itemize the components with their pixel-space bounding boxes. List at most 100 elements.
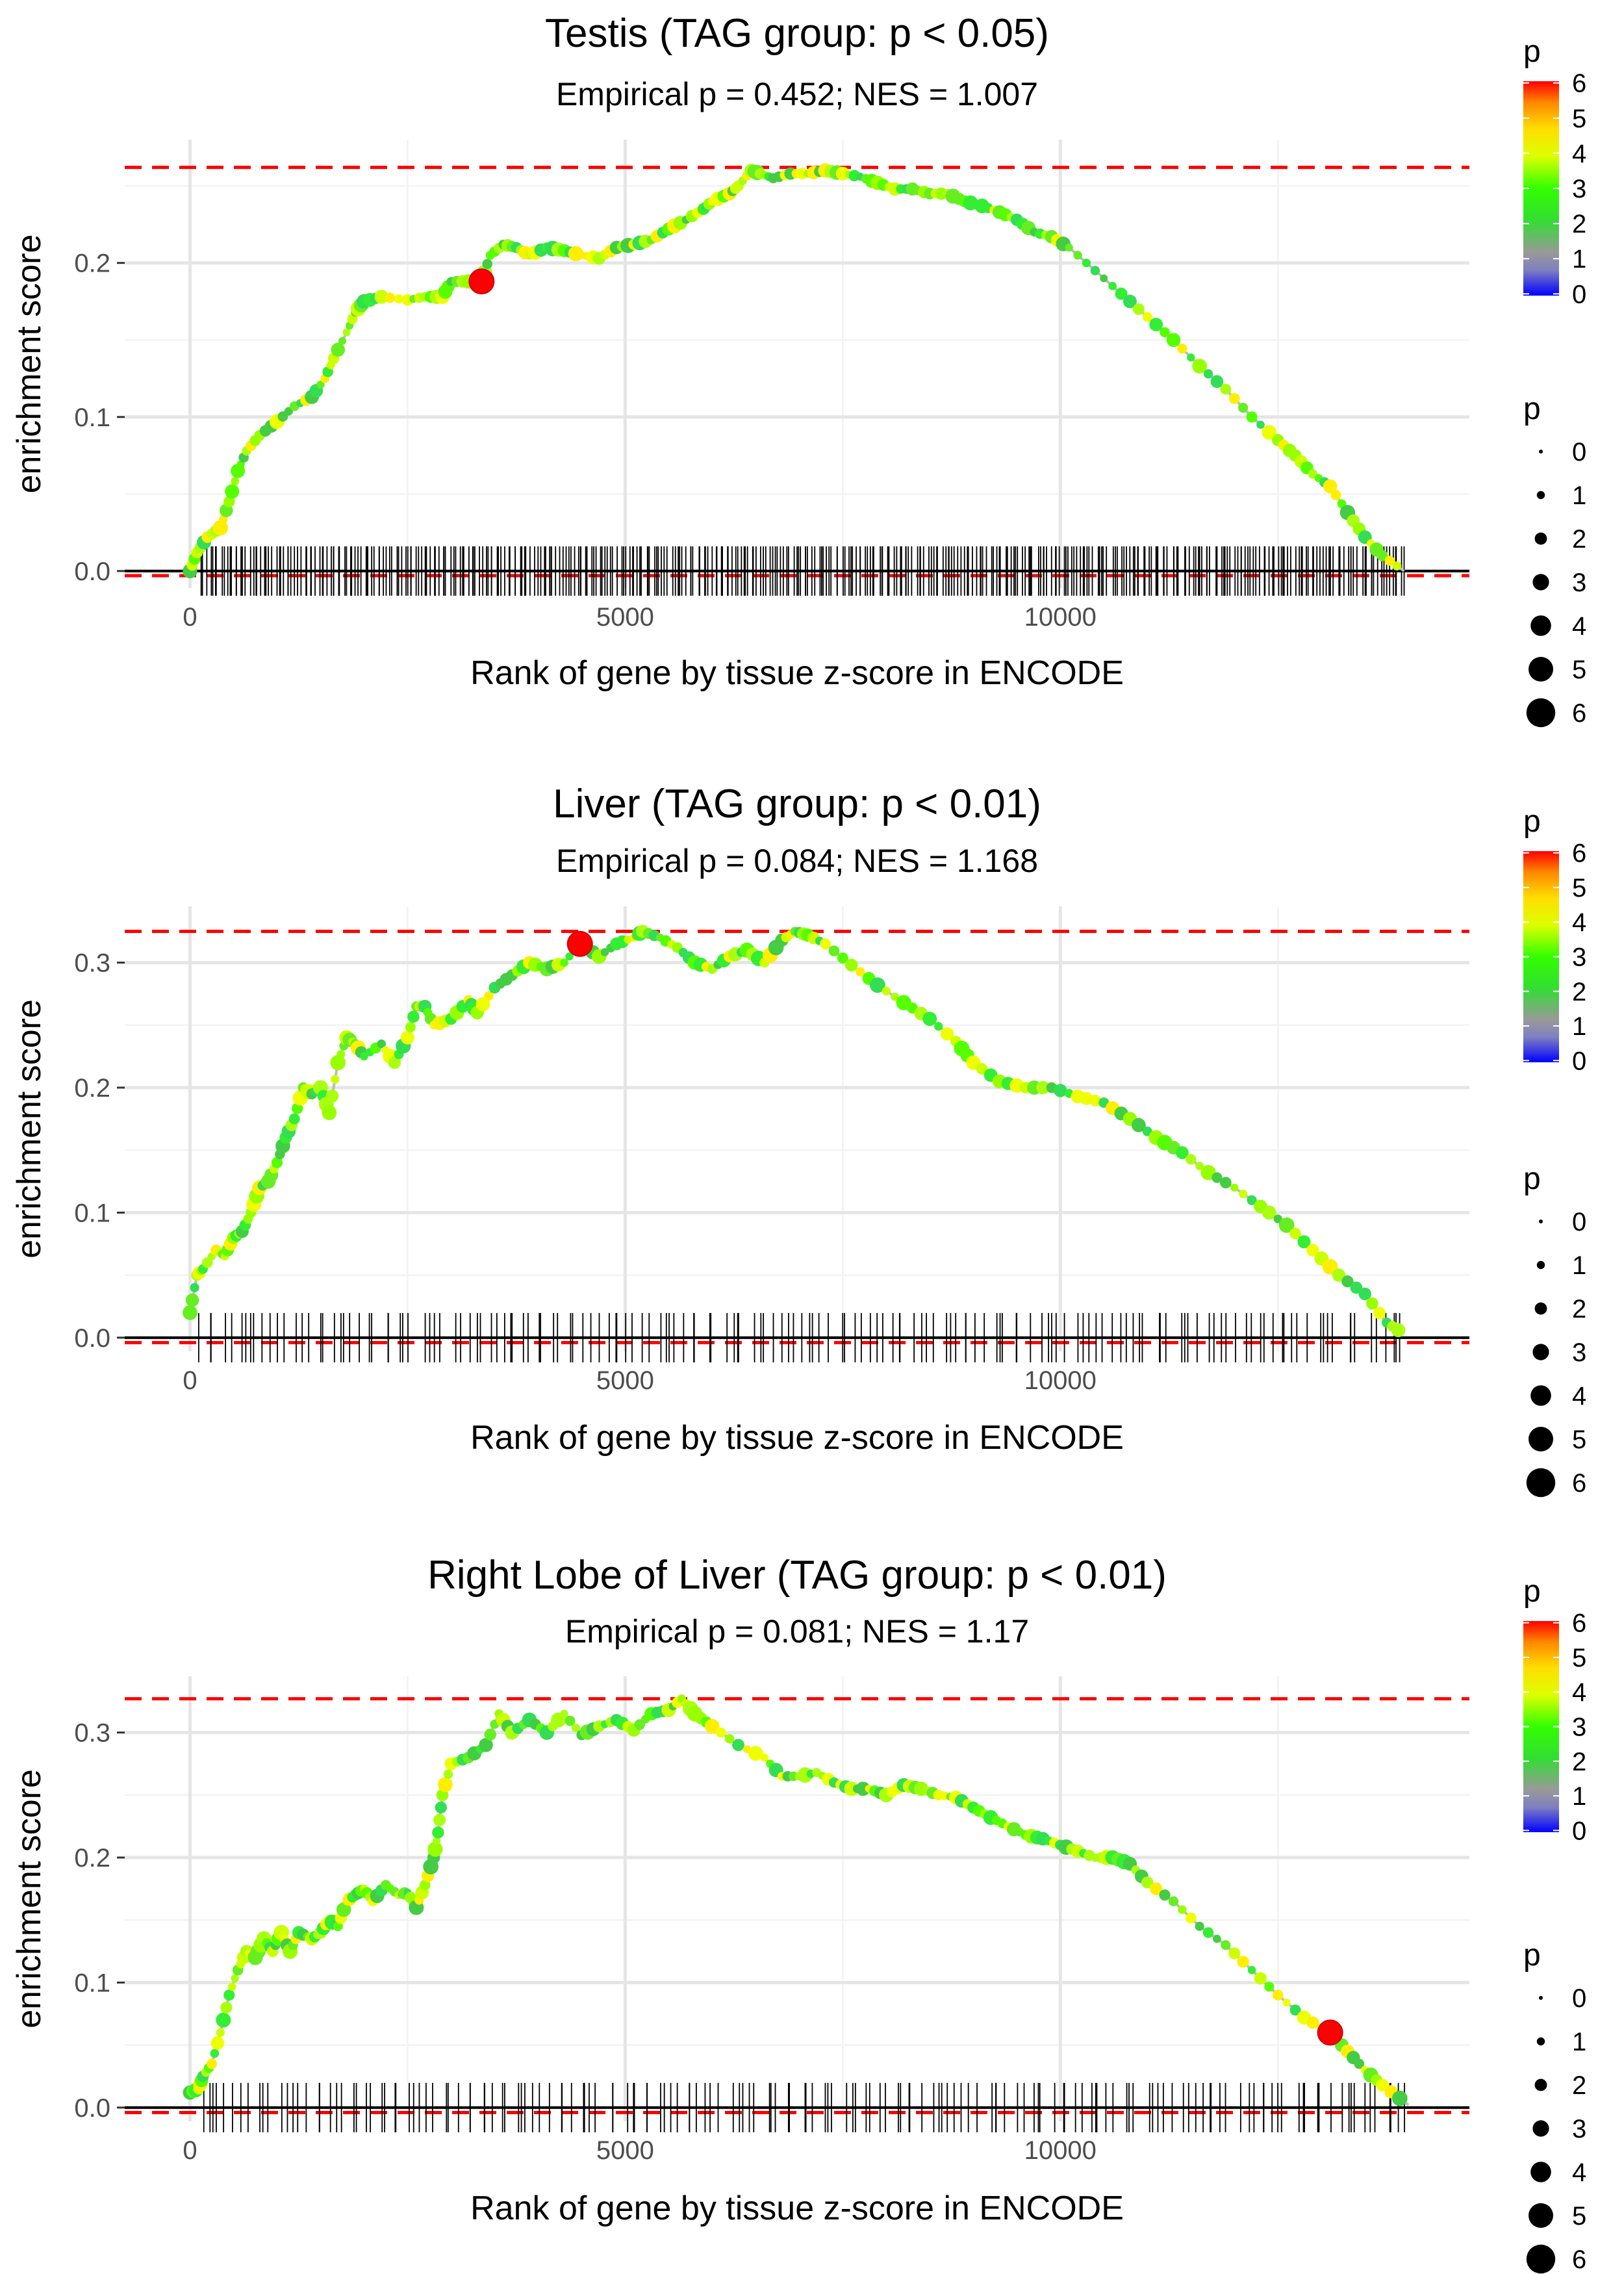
colorbar-tick-label: 2 xyxy=(1572,978,1586,1006)
es-point xyxy=(1384,556,1395,566)
size-legend-label: 3 xyxy=(1572,1338,1586,1367)
y-tick-label: 0.1 xyxy=(74,403,110,432)
es-point xyxy=(1228,1947,1241,1960)
size-legend-label: 2 xyxy=(1572,2071,1586,2100)
es-point xyxy=(330,1054,346,1071)
chart-title: Right Lobe of Liver (TAG group: p < 0.01… xyxy=(427,1553,1167,1598)
es-point xyxy=(223,496,235,508)
colorbar-tick-label: 1 xyxy=(1572,1012,1586,1041)
es-point xyxy=(331,1075,340,1084)
size-legend-label: 0 xyxy=(1572,438,1586,466)
es-point xyxy=(1391,1323,1406,1338)
size-legend-dot xyxy=(1530,1385,1551,1406)
size-legend-dot xyxy=(1534,2078,1547,2091)
es-point xyxy=(1247,1195,1257,1205)
size-legend-label: 4 xyxy=(1572,612,1586,641)
size-legend-title: p xyxy=(1523,1938,1541,1973)
es-point xyxy=(1123,294,1137,309)
colorbar-tick-label: 6 xyxy=(1572,1609,1586,1638)
size-legend-label: 0 xyxy=(1572,1984,1586,2013)
size-legend-label: 2 xyxy=(1572,525,1586,554)
size-legend-label: 6 xyxy=(1572,1469,1586,1498)
es-point xyxy=(1262,1205,1276,1220)
es-point xyxy=(1082,259,1091,268)
es-point xyxy=(1354,2058,1365,2069)
es-point xyxy=(394,294,404,304)
es-points xyxy=(183,925,1406,1338)
y-tick-label: 0.2 xyxy=(74,1844,110,1872)
panel-1: Testis (TAG group: p < 0.05) Empirical p … xyxy=(10,11,1586,728)
colorbar-title: p xyxy=(1523,1574,1541,1609)
x-tick-label: 0 xyxy=(183,2136,197,2165)
es-point xyxy=(220,2001,233,2014)
es-point xyxy=(1358,1287,1371,1301)
x-tick-label: 0 xyxy=(183,1366,197,1395)
x-tick-label: 10000 xyxy=(1024,603,1097,632)
es-point xyxy=(1220,383,1232,395)
es-point xyxy=(922,1012,937,1027)
size-legend-title: p xyxy=(1523,1162,1541,1196)
colorbar-tick-label: 3 xyxy=(1572,1713,1586,1742)
size-legend-dot xyxy=(1536,2037,1545,2046)
es-point xyxy=(1115,287,1128,300)
es-point xyxy=(1065,243,1073,252)
es-point xyxy=(183,1305,197,1320)
size-legend-dot xyxy=(1530,2162,1551,2182)
es-point xyxy=(1289,2004,1301,2016)
es-point xyxy=(732,1739,744,1752)
y-tick-label: 0.1 xyxy=(74,1969,110,1997)
es-point xyxy=(1202,1927,1214,1938)
es-point xyxy=(565,1715,576,1726)
es-point xyxy=(316,380,325,389)
es-point xyxy=(1247,1965,1256,1974)
es-point xyxy=(1289,1227,1301,1240)
colorbar-tick-label: 6 xyxy=(1572,839,1586,868)
chart-subtitle: Empirical p = 0.084; NES = 1.168 xyxy=(556,843,1038,879)
size-legend-dot xyxy=(1529,2203,1553,2228)
colorbar xyxy=(1523,851,1559,1062)
highlight-point xyxy=(468,268,495,295)
es-point xyxy=(1213,1934,1221,1943)
es-point xyxy=(1159,1889,1171,1901)
es-point xyxy=(1160,327,1170,338)
size-legend-dot xyxy=(1532,574,1549,591)
es-point xyxy=(1036,1080,1050,1095)
y-tick-label: 0.2 xyxy=(74,1074,110,1103)
es-point xyxy=(1230,1183,1239,1192)
es-points xyxy=(183,1694,1408,2106)
es-point xyxy=(325,1089,339,1103)
colorbar-tick-label: 1 xyxy=(1572,245,1586,274)
es-point xyxy=(432,1837,441,1845)
es-point xyxy=(1377,550,1388,561)
es-point xyxy=(1297,1235,1311,1249)
es-point xyxy=(432,1826,444,1839)
es-point xyxy=(435,1801,447,1814)
es-point xyxy=(1239,1190,1248,1199)
es-points xyxy=(183,163,1402,579)
es-point xyxy=(1187,353,1195,362)
es-point xyxy=(934,1022,943,1031)
es-point xyxy=(1186,1154,1197,1165)
es-curve xyxy=(188,930,1405,1335)
colorbar-tick-label: 4 xyxy=(1572,140,1586,168)
es-point xyxy=(1141,1876,1154,1889)
es-point xyxy=(1262,425,1277,440)
es-point xyxy=(322,1105,337,1120)
es-point xyxy=(1090,266,1100,275)
size-legend-label: 5 xyxy=(1572,1425,1586,1454)
size-legend-dot xyxy=(1526,698,1556,728)
y-tick-label: 0.0 xyxy=(74,1324,110,1353)
es-point xyxy=(1203,369,1213,379)
colorbar-tick-label: 6 xyxy=(1572,70,1586,98)
es-point xyxy=(1192,359,1208,374)
y-tick-label: 0.0 xyxy=(74,557,110,586)
es-point xyxy=(377,1039,387,1049)
size-legend-label: 4 xyxy=(1572,1382,1586,1411)
es-point xyxy=(940,1027,954,1041)
x-axis-label: Rank of gene by tissue z-score in ENCODE xyxy=(470,2190,1124,2227)
es-point xyxy=(1373,1307,1386,1320)
colorbar-tick-label: 2 xyxy=(1572,210,1586,238)
size-legend-dot xyxy=(1529,1427,1553,1451)
size-legend-label: 6 xyxy=(1572,2245,1586,2274)
